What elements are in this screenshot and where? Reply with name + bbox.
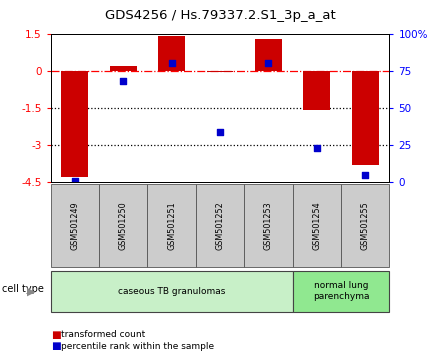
Text: GDS4256 / Hs.79337.2.S1_3p_a_at: GDS4256 / Hs.79337.2.S1_3p_a_at <box>105 9 335 22</box>
Bar <box>304 71 330 110</box>
Text: GSM501254: GSM501254 <box>312 201 321 250</box>
Bar <box>207 71 233 72</box>
Point <box>216 129 224 135</box>
Text: GSM501255: GSM501255 <box>361 201 370 250</box>
Point <box>313 145 320 151</box>
Text: ■: ■ <box>51 341 60 351</box>
Text: GSM501252: GSM501252 <box>216 201 224 250</box>
Point <box>362 172 369 178</box>
Text: normal lung
parenchyma: normal lung parenchyma <box>313 281 369 301</box>
Point <box>265 61 272 66</box>
Bar <box>110 66 136 71</box>
Point <box>168 61 175 66</box>
Text: GSM501249: GSM501249 <box>70 201 79 250</box>
Text: GSM501253: GSM501253 <box>264 201 273 250</box>
Bar <box>62 71 88 177</box>
Text: GSM501250: GSM501250 <box>119 201 128 250</box>
Text: ▶: ▶ <box>27 286 36 296</box>
Text: transformed count: transformed count <box>61 330 145 339</box>
Bar <box>352 71 378 165</box>
Text: ■: ■ <box>51 330 60 339</box>
Text: GSM501251: GSM501251 <box>167 201 176 250</box>
Text: caseous TB granulomas: caseous TB granulomas <box>118 287 225 296</box>
Point <box>71 178 78 184</box>
Bar <box>158 36 185 71</box>
Point <box>120 78 127 84</box>
Text: cell type: cell type <box>2 284 44 294</box>
Bar <box>255 39 282 71</box>
Text: percentile rank within the sample: percentile rank within the sample <box>61 342 214 351</box>
